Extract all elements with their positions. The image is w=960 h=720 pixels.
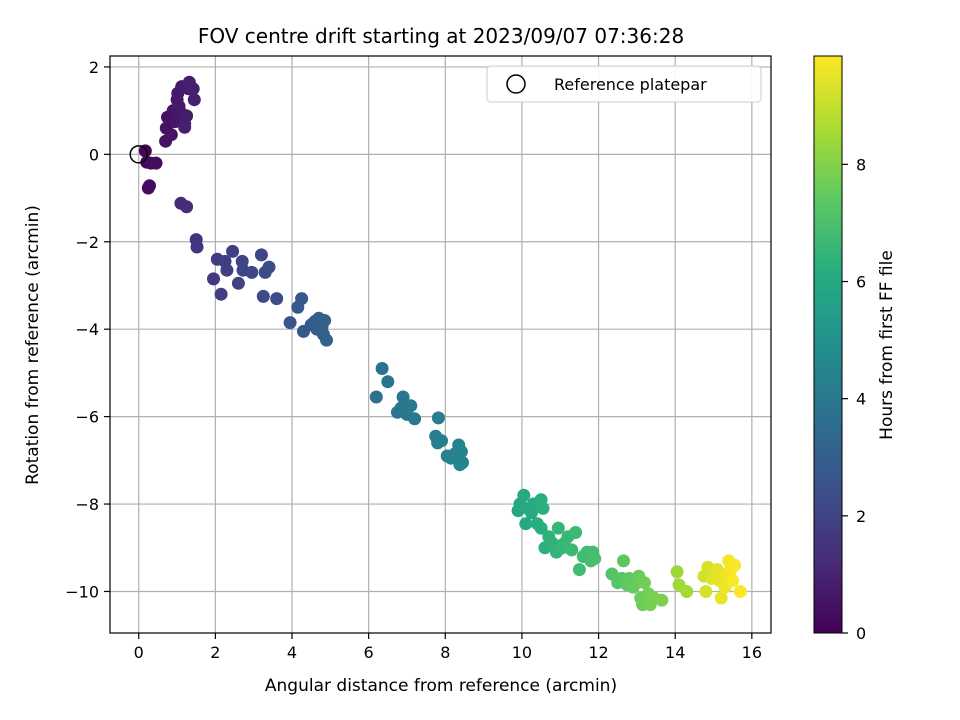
reference-platepar-marker <box>129 145 148 164</box>
y-tick-label: 2 <box>89 58 99 77</box>
x-tick-label: 12 <box>588 643 608 662</box>
x-tick-label: 8 <box>440 643 450 662</box>
data-point <box>572 563 586 577</box>
colorbar-ticks: 0 2 4 6 8 <box>842 155 866 643</box>
y-axis-ticks: 2 0 −2 −4 −6 −8 −10 <box>65 58 110 601</box>
colorbar-tick-label: 0 <box>856 624 866 643</box>
data-point <box>369 390 383 404</box>
data-point <box>408 412 422 426</box>
data-point <box>318 314 332 327</box>
data-point <box>295 292 309 306</box>
x-tick-label: 2 <box>210 643 220 662</box>
data-point <box>381 375 395 389</box>
data-point <box>190 240 204 254</box>
data-point <box>728 558 742 572</box>
data-point <box>396 390 410 404</box>
data-point <box>245 265 259 279</box>
data-point <box>138 144 152 158</box>
data-point <box>231 276 245 290</box>
data-point <box>536 501 550 515</box>
y-tick-label: −4 <box>75 320 99 339</box>
data-point <box>534 521 548 535</box>
colorbar-tick-label: 4 <box>856 390 866 409</box>
y-axis-label: Rotation from reference (arcmin) <box>23 205 43 485</box>
data-point <box>431 411 445 425</box>
data-point <box>714 591 728 605</box>
data-point <box>670 565 684 579</box>
data-point <box>569 526 583 539</box>
data-point <box>588 552 602 566</box>
data-point <box>180 109 194 123</box>
plot-frame <box>109 55 772 634</box>
colorbar-tick-label: 6 <box>856 273 866 292</box>
grid <box>110 56 771 633</box>
data-point <box>638 576 651 590</box>
data-point <box>726 574 740 587</box>
x-tick-label: 16 <box>742 643 762 662</box>
data-point <box>320 333 333 347</box>
data-point <box>655 593 669 607</box>
data-point <box>164 128 178 142</box>
data-point <box>256 289 270 303</box>
colorbar-tick-label: 8 <box>856 155 866 174</box>
data-point <box>375 362 389 375</box>
y-tick-label: −6 <box>75 408 99 427</box>
x-tick-label: 0 <box>134 643 144 662</box>
data-point <box>454 445 468 459</box>
y-tick-label: −2 <box>75 233 99 252</box>
data-point <box>149 156 163 170</box>
data-point <box>456 456 469 469</box>
data-point <box>680 585 694 598</box>
colorbar: 0 2 4 6 8 Hours from first FF file <box>813 55 897 643</box>
data-point <box>699 585 713 598</box>
data-point <box>180 200 194 214</box>
x-axis-label: Angular distance from reference (arcmin) <box>265 676 617 696</box>
y-tick-label: −8 <box>75 495 99 514</box>
colorbar-label: Hours from first FF file <box>877 250 897 440</box>
data-point <box>733 585 747 598</box>
x-tick-label: 6 <box>364 643 374 662</box>
data-point <box>187 93 201 107</box>
data-point <box>214 287 228 301</box>
data-point <box>226 244 240 258</box>
legend-box <box>486 65 762 103</box>
data-point <box>519 517 533 531</box>
legend-marker <box>506 74 526 94</box>
legend-entry-reference-platepar: Reference platepar <box>554 75 707 94</box>
chart-title: FOV centre drift starting at 2023/09/07 … <box>198 24 684 48</box>
colorbar-gradient <box>813 55 843 634</box>
data-point <box>186 82 200 96</box>
data-point <box>565 543 579 557</box>
data-point <box>617 554 630 568</box>
data-point <box>220 263 234 277</box>
x-tick-label: 14 <box>665 643 685 662</box>
data-point <box>283 316 297 330</box>
data-points <box>138 75 747 612</box>
y-tick-label: −10 <box>65 582 99 601</box>
data-point <box>178 120 192 134</box>
data-point <box>551 521 565 535</box>
x-tick-label: 4 <box>287 643 297 662</box>
data-point <box>254 248 268 262</box>
data-point <box>435 434 448 448</box>
data-point <box>517 488 531 502</box>
data-point <box>207 272 220 286</box>
x-tick-label: 10 <box>512 643 532 662</box>
y-tick-label: 0 <box>89 145 99 164</box>
colorbar-tick-label: 2 <box>856 507 866 526</box>
data-point <box>270 292 284 306</box>
data-point <box>262 260 276 274</box>
data-point <box>404 399 418 413</box>
x-axis-ticks: 0 2 4 6 8 10 12 14 16 <box>134 633 762 662</box>
legend: Reference platepar <box>486 65 762 103</box>
data-point <box>141 181 155 195</box>
